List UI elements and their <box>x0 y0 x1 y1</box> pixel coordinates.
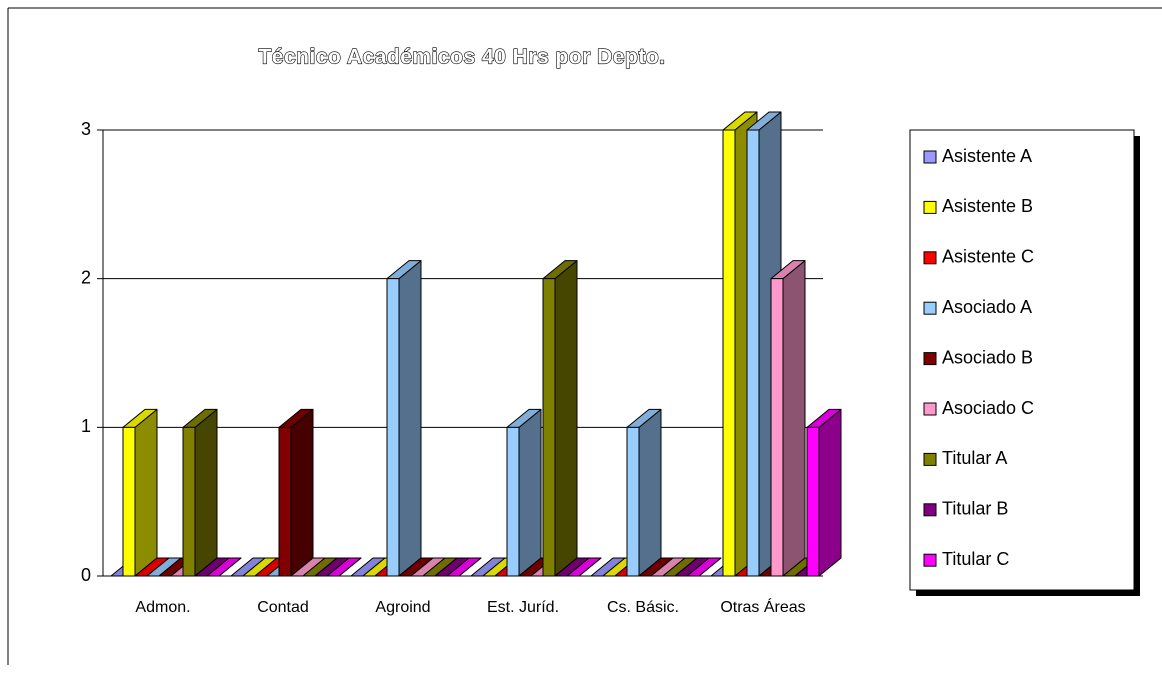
bar-side <box>134 408 158 577</box>
bar-front <box>278 426 292 577</box>
bar-front <box>770 278 784 577</box>
bar-front <box>182 426 196 577</box>
bar-front <box>626 426 640 577</box>
bar-top <box>686 557 722 577</box>
y-tick-label: 3 <box>81 119 91 139</box>
bar-side <box>554 260 578 577</box>
bar <box>770 260 806 577</box>
x-tick-label: Est. Juríd. <box>487 599 559 616</box>
bar-top <box>566 557 602 577</box>
bar-side <box>782 260 806 577</box>
y-tick-label: 2 <box>81 267 91 287</box>
bar-side <box>518 408 542 577</box>
legend-label: Asociado C <box>942 398 1034 418</box>
legend-label: Asociado A <box>942 297 1032 317</box>
bar-top <box>446 557 482 577</box>
bar <box>542 260 578 577</box>
bar <box>182 408 218 577</box>
bar-front <box>122 426 136 577</box>
legend-swatch <box>923 301 937 315</box>
x-tick-label: Cs. Básic. <box>607 599 679 616</box>
bar-front <box>806 426 820 577</box>
bar-front <box>386 278 400 577</box>
y-tick-label: 1 <box>81 416 91 436</box>
bar-side <box>194 408 218 577</box>
bar <box>566 557 602 577</box>
bar-side <box>638 408 662 577</box>
bar-top <box>326 557 362 577</box>
legend-swatch <box>923 251 937 265</box>
bar <box>806 408 842 577</box>
x-tick-label: Contad <box>257 599 309 616</box>
legend-label: Asistente C <box>942 247 1034 267</box>
legend-swatch <box>923 200 937 214</box>
bar <box>686 557 722 577</box>
chart-title: Técnico Académicos 40 Hrs por Depto. <box>258 46 665 69</box>
legend-swatch <box>923 452 937 466</box>
legend-label: Titular C <box>942 549 1009 569</box>
x-tick-label: Otras Áreas <box>720 597 805 616</box>
bar <box>326 557 362 577</box>
bar <box>386 260 422 577</box>
x-tick-label: Agroind <box>375 599 430 616</box>
legend-label: Asistente A <box>942 146 1032 166</box>
bar-front <box>746 129 760 577</box>
bar <box>122 408 158 577</box>
bar-front <box>506 426 520 577</box>
legend-label: Asistente B <box>942 196 1033 216</box>
bar-side <box>818 408 842 577</box>
legend-swatch <box>923 553 937 567</box>
legend-label: Titular B <box>942 499 1008 519</box>
bar <box>626 408 662 577</box>
legend-label: Asociado B <box>942 347 1033 367</box>
legend-swatch <box>923 352 937 366</box>
legend <box>909 129 1135 591</box>
bar <box>206 557 242 577</box>
bar-side <box>398 260 422 577</box>
legend-swatch <box>923 503 937 517</box>
bar-front <box>542 278 556 577</box>
bar <box>446 557 482 577</box>
legend-swatch <box>923 402 937 416</box>
y-tick-label: 0 <box>81 565 91 585</box>
bar-side <box>290 408 314 577</box>
bar-top <box>206 557 242 577</box>
x-tick-label: Admon. <box>135 599 190 616</box>
bar <box>278 408 314 577</box>
bar <box>506 408 542 577</box>
bar-front <box>722 129 736 577</box>
legend-swatch <box>923 150 937 164</box>
legend-label: Titular A <box>942 448 1007 468</box>
